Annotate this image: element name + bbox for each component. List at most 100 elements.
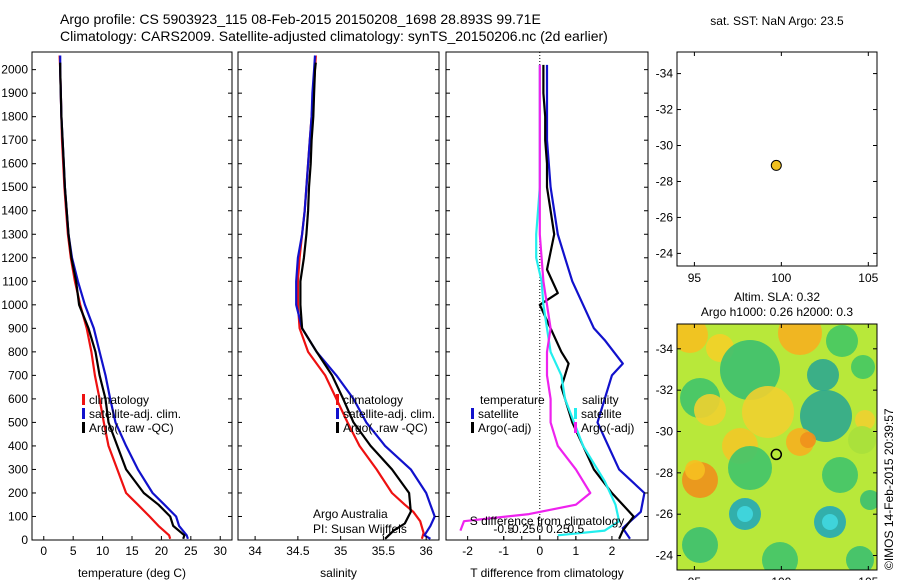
temperature-legend-satellite-swatch: [82, 408, 85, 419]
sla-heatmap-blob: [694, 394, 726, 426]
temperature-legend-argo-swatch: [82, 422, 85, 433]
sla-map-ytick-label: -28: [656, 466, 674, 480]
sla-heatmap-blob: [851, 355, 875, 379]
salinity-legend-climatology-swatch: [336, 394, 339, 405]
sla-heatmap-blob: [822, 457, 858, 493]
sla-map-ytick-label: -30: [656, 424, 674, 438]
temperature-ytick-label: 400: [8, 439, 28, 453]
sst-map-xtick-label: 100: [771, 271, 791, 285]
sst-map-xtick-label: 95: [688, 271, 702, 285]
temperature-legend-climatology-swatch: [82, 394, 85, 405]
temperature-legend-climatology-label: climatology: [89, 393, 149, 407]
salinity-line-satellite: [295, 55, 436, 540]
temperature-xtick-label: 0: [40, 544, 47, 558]
temperature-xtick-label: 15: [125, 544, 139, 558]
sla-map-subtitle: Argo h1000: 0.26 h2000: 0.3: [701, 305, 853, 319]
difference-legend-t-satellite-label: satellite: [478, 407, 519, 421]
difference-legend-title-salinity: salinity: [582, 393, 619, 407]
temperature-ytick-label: 200: [8, 486, 28, 500]
sla-heatmap-blob: [685, 460, 705, 480]
temperature-ytick-label: 600: [8, 392, 28, 406]
difference-xtick-top-label: -0.25: [508, 522, 536, 536]
sst-map-ytick-label: -30: [656, 139, 674, 153]
imos-stamp: ©IMOS 14-Feb-2015 20:39:57: [882, 408, 896, 570]
difference-xtick-label: 1: [573, 544, 580, 558]
difference-panel-frame: [445, 51, 649, 541]
sla-map-ytick-label: -34: [656, 342, 674, 356]
temperature-ytick-label: 1500: [1, 180, 28, 194]
difference-xtick-top-label: 0.25: [546, 522, 570, 536]
temperature-ytick-label: 1600: [1, 157, 28, 171]
sla-heatmap-blob: [822, 514, 838, 530]
temperature-xtick-label: 20: [155, 544, 169, 558]
temperature-ytick-label: 1000: [1, 298, 28, 312]
sla-map-argo-marker: [770, 448, 783, 461]
credit-pi: PI: Susan Wijffels: [313, 522, 407, 536]
salinity-xlabel: salinity: [320, 566, 357, 580]
sla-heatmap-blob: [737, 506, 753, 522]
temperature-ytick-label: 1400: [1, 204, 28, 218]
temperature-ytick-label: 800: [8, 345, 28, 359]
temperature-ytick-label: 300: [8, 462, 28, 476]
difference-legend-t-satellite-swatch: [471, 408, 474, 419]
difference-xtick-label: 2: [609, 544, 616, 558]
sla-heatmap-blob: [807, 359, 839, 391]
salinity-legend-climatology-label: climatology: [343, 393, 403, 407]
temperature-legend-argo-label: Argo(..raw -QC): [89, 421, 174, 435]
sst-map-ytick-label: -24: [656, 246, 674, 260]
difference-legend-title-temperature: temperature: [480, 393, 545, 407]
sst-map-ytick-label: -28: [656, 174, 674, 188]
sla-heatmap-blob: [846, 546, 874, 570]
sla-heatmap-blob: [728, 446, 772, 490]
temperature-ytick-label: 1300: [1, 227, 28, 241]
temperature-legend-satellite-label: satellite-adj. clim.: [89, 407, 181, 421]
difference-xlabel: T difference from climatology: [470, 566, 624, 580]
temperature-xtick-label: 30: [214, 544, 228, 558]
difference-xtick-top-label: 0.5: [568, 522, 585, 536]
figure-title-line2: Climatology: CARS2009. Satellite-adjuste…: [60, 28, 608, 44]
temperature-xtick-label: 5: [70, 544, 77, 558]
difference-legend-s-satellite-label: satellite: [581, 407, 622, 421]
sst-map-title: sat. SST: NaN Argo: 23.5: [710, 14, 844, 28]
temperature-line-climatology: [58, 55, 172, 540]
sst-map-frame: [676, 51, 878, 267]
difference-line-satellite: [545, 64, 646, 540]
sla-map-ytick-label: -24: [656, 549, 674, 563]
sla-heatmap-blob: [720, 340, 780, 400]
sla-map-ytick-label: -26: [656, 507, 674, 521]
difference-xtick-label: -2: [462, 544, 473, 558]
temperature-ytick-label: 2000: [1, 63, 28, 77]
difference-line-argo_salinity: [459, 64, 592, 531]
sla-map-xtick-label: 95: [688, 575, 702, 580]
sla-heatmap-blob: [762, 542, 798, 570]
temperature-ytick-label: 100: [8, 509, 28, 523]
temperature-ytick-label: 1800: [1, 110, 28, 124]
sla-map-ytick-label: -32: [656, 383, 674, 397]
sst-map-ytick-label: -26: [656, 210, 674, 224]
difference-legend-t-argo-label: Argo(-adj): [478, 421, 531, 435]
temperature-ytick-label: 1900: [1, 86, 28, 100]
salinity-panel-frame: [237, 51, 440, 541]
sst-map-ytick-label: -32: [656, 103, 674, 117]
salinity-xtick-label: 35: [334, 544, 348, 558]
temperature-line-argo: [59, 62, 186, 540]
temperature-ytick-label: 1200: [1, 251, 28, 265]
salinity-xtick-label: 36: [419, 544, 433, 558]
sla-heatmap-blob: [848, 426, 876, 454]
figure-title-line1: Argo profile: CS 5903923_115 08-Feb-2015…: [60, 11, 541, 27]
difference-legend-t-argo-swatch: [471, 422, 474, 433]
temperature-ytick-label: 700: [8, 368, 28, 382]
temperature-ytick-label: 1700: [1, 133, 28, 147]
difference-xtick-top-label: -0.5: [493, 522, 514, 536]
sla-heatmap-blob: [778, 324, 822, 355]
temperature-xtick-label: 10: [96, 544, 110, 558]
salinity-legend-argo-label: Argo(..raw -QC): [343, 421, 428, 435]
sla-heatmap-blob: [682, 527, 718, 563]
salinity-legend-argo-swatch: [336, 422, 339, 433]
sla-heatmap-blob: [860, 490, 877, 510]
salinity-xtick-label: 35.5: [372, 544, 396, 558]
difference-xtick-top-label: 0: [536, 522, 543, 536]
sla-heatmap-blob: [742, 386, 794, 438]
salinity-line-argo: [299, 62, 412, 540]
